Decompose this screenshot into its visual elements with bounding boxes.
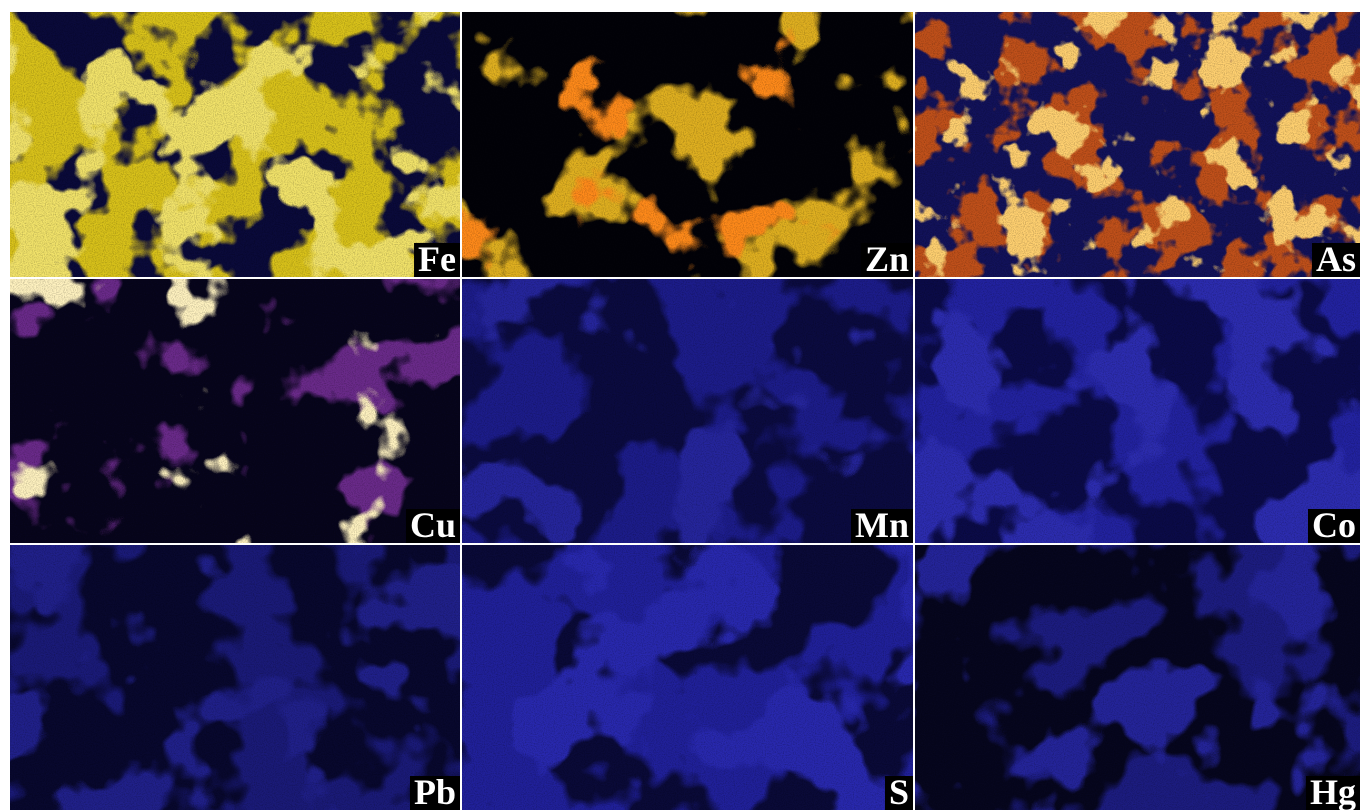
page: {"panels": [{"label": "Fe"}, {"label": "…: [0, 0, 1360, 810]
element-panel: Zn: [462, 12, 913, 279]
element-label: Pb: [414, 772, 456, 810]
element-distribution: [915, 12, 1360, 277]
element-distribution: [462, 545, 913, 810]
element-label: S: [889, 772, 909, 810]
element-panel: Co: [915, 279, 1360, 545]
element-panel: Cu: [10, 279, 460, 545]
element-map-figure: Fe Zn As Cu Mn Co Pb S Hg: [0, 0, 1360, 810]
element-distribution: [915, 545, 1360, 810]
element-label: Hg: [1310, 772, 1356, 810]
element-label: Co: [1312, 505, 1356, 545]
element-distribution: [10, 545, 460, 810]
element-panel: Hg: [915, 545, 1360, 810]
element-panel: Pb: [10, 545, 460, 810]
element-distribution: [10, 12, 460, 277]
element-label: Mn: [855, 505, 909, 545]
element-distribution: [462, 12, 913, 277]
element-panel: As: [915, 12, 1360, 279]
element-panel: Mn: [462, 279, 913, 545]
element-label: As: [1316, 239, 1356, 279]
element-panel: S: [462, 545, 913, 810]
element-label: Cu: [410, 505, 456, 545]
element-distribution: [10, 279, 460, 543]
element-distribution: [462, 279, 913, 543]
element-label: Zn: [865, 239, 909, 279]
element-distribution: [915, 279, 1360, 543]
element-panel: Fe: [10, 12, 460, 279]
element-label: Fe: [418, 239, 456, 279]
